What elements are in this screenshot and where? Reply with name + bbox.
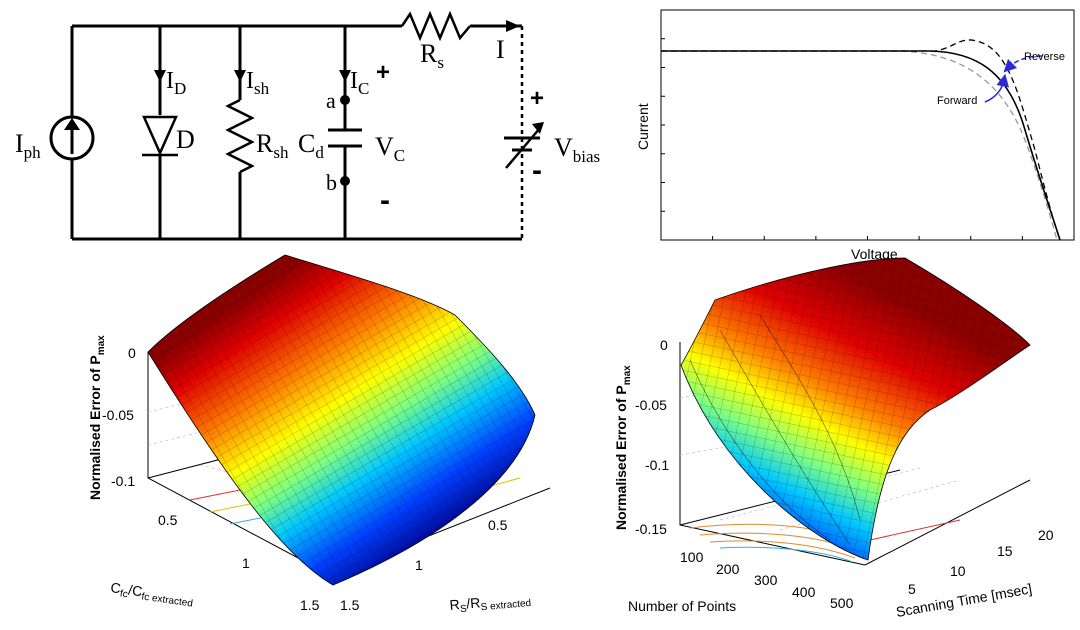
left-ylabel: Cfc/Cfc extracted xyxy=(109,579,194,609)
surface-chart-left: Normalised Error of Pmax 0 -0.05 -0.1 0.… xyxy=(87,254,551,616)
current-source xyxy=(49,115,95,161)
forward-annotation: Forward xyxy=(937,95,977,107)
circuit-labels: Iph ID D Ish Rsh Cd IC a b VC + - Rs I +… xyxy=(15,35,600,217)
right-ytick-2: 15 xyxy=(997,543,1013,559)
capacitor-plates xyxy=(328,128,362,148)
rs-label: R xyxy=(420,39,438,68)
iv-xlabel: Voltage xyxy=(851,246,898,262)
left-ztick-2: -0.1 xyxy=(111,473,135,489)
right-ytick-3: 20 xyxy=(1038,527,1054,543)
left-ytick-1: 1 xyxy=(242,555,250,571)
iv-ticks xyxy=(661,38,1023,240)
vbias-label: V xyxy=(554,133,573,162)
right-ztick-3: -0.15 xyxy=(635,521,667,537)
shunt-resistor xyxy=(225,98,255,174)
svg-text:ID: ID xyxy=(166,68,186,98)
right-ztick-1: -0.05 xyxy=(635,397,667,413)
left-xlabel: RS/RS extracted xyxy=(449,590,532,616)
svg-text:Ish: Ish xyxy=(246,68,270,98)
right-xtick-3: 400 xyxy=(792,584,816,600)
left-ytick-0: 0.5 xyxy=(158,512,178,528)
svg-text:VC: VC xyxy=(375,132,405,165)
diode-symbol xyxy=(142,115,178,157)
left-ztick-0: 0 xyxy=(128,345,136,361)
left-xtick-2: 1.5 xyxy=(340,597,360,613)
iv-series-dashed xyxy=(661,39,1061,241)
right-xtick-4: 500 xyxy=(830,595,854,611)
ish-label: I xyxy=(246,68,254,94)
reverse-arrow xyxy=(1003,55,1043,73)
iv-ylabel: Current xyxy=(635,103,651,150)
series-resistor xyxy=(400,10,471,42)
node-a-label: a xyxy=(326,88,336,113)
node-b xyxy=(340,176,350,186)
vc-plus: + xyxy=(376,59,390,86)
cd-label: C xyxy=(298,129,315,158)
reverse-annotation: Reverse xyxy=(1024,51,1065,63)
surface-chart-right: Normalised Error of Pmax 0 -0.05 -0.1 -0… xyxy=(613,257,1054,620)
ic-label: I xyxy=(350,68,358,94)
rsh-label: R xyxy=(256,129,274,158)
right-xlabel: Number of Points xyxy=(628,598,736,614)
iv-series-gray xyxy=(661,50,1058,241)
svg-text:IC: IC xyxy=(350,68,369,98)
iph-label: I xyxy=(15,129,24,158)
iv-series-solid xyxy=(661,50,1061,241)
diode-current-arrow xyxy=(154,70,166,82)
left-ztick-1: -0.05 xyxy=(102,407,134,423)
diode-label: D xyxy=(176,125,195,154)
vc-label: V xyxy=(375,132,394,161)
svg-text:Rsh: Rsh xyxy=(256,129,289,162)
left-xtick-0: 0.5 xyxy=(488,517,508,533)
svg-text:Iph: Iph xyxy=(15,129,41,162)
right-ytick-0: 5 xyxy=(908,581,916,597)
iv-curve-chart: Forward Reverse Voltage Current xyxy=(635,9,1075,262)
left-zlabel: Normalised Error of Pmax xyxy=(87,335,107,500)
bias-minus: - xyxy=(532,154,542,187)
id-label: I xyxy=(166,68,174,94)
capacitor-current-arrow xyxy=(339,70,351,82)
left-ytick-2: 1.5 xyxy=(300,597,320,613)
svg-text:Cd: Cd xyxy=(298,129,324,162)
right-ztick-2: -0.1 xyxy=(645,457,669,473)
svg-text:Vbias: Vbias xyxy=(554,133,600,166)
right-xtick-1: 200 xyxy=(716,561,740,577)
iv-plot-area xyxy=(660,9,1075,241)
node-b-label: b xyxy=(326,170,337,195)
output-current-label: I xyxy=(496,35,505,64)
right-ytick-1: 10 xyxy=(950,563,966,579)
right-ztick-0: 0 xyxy=(660,337,668,353)
output-current-arrow xyxy=(506,20,520,32)
right-xtick-2: 300 xyxy=(754,572,778,588)
right-zlabel: Normalised Error of Pmax xyxy=(613,365,633,530)
vc-minus: - xyxy=(380,184,390,217)
left-xtick-1: 1 xyxy=(415,557,423,573)
forward-arrow xyxy=(984,73,1010,103)
svg-text:Rs: Rs xyxy=(420,39,444,72)
node-a xyxy=(340,95,350,105)
shunt-current-arrow xyxy=(234,70,246,82)
circuit-diagram xyxy=(49,10,544,241)
right-xtick-0: 100 xyxy=(680,549,704,565)
bias-plus: + xyxy=(530,85,544,112)
